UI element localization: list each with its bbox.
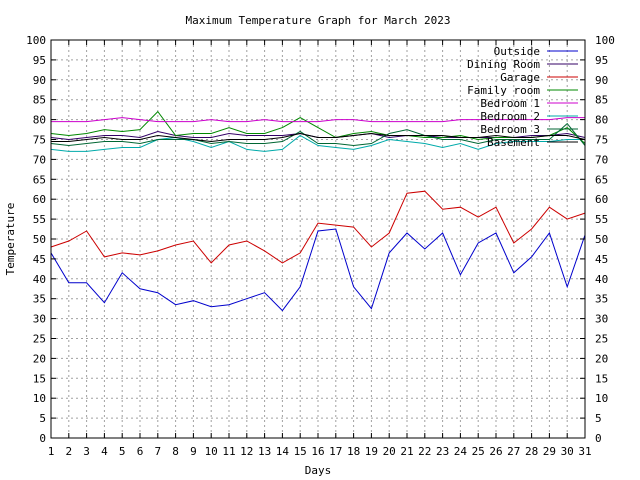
y-tick-label-left: 75	[33, 134, 46, 147]
y-tick-label-left: 65	[33, 173, 46, 186]
series-line-bedroom-2	[50, 134, 585, 152]
x-tick-label: 14	[276, 445, 290, 458]
y-tick-label-right: 45	[595, 253, 608, 266]
series-line-bedroom-1	[51, 117, 585, 123]
y-tick-label-left: 60	[33, 193, 46, 206]
y-tick-label-left: 25	[33, 333, 46, 346]
x-tick-label: 27	[507, 445, 520, 458]
x-tick-label: 22	[418, 445, 431, 458]
x-tick-label: 23	[436, 445, 449, 458]
y-tick-label-left: 45	[33, 253, 46, 266]
legend-label: Garage	[500, 71, 540, 84]
y-tick-label-right: 30	[595, 313, 608, 326]
y-axis-label: Temperature	[4, 203, 17, 276]
x-tick-label: 30	[561, 445, 574, 458]
series-line-outside	[50, 228, 586, 312]
y-tick-label-left: 0	[39, 432, 46, 445]
data-series	[50, 110, 586, 312]
y-tick-label-right: 20	[595, 352, 608, 365]
axis-ticks: 1 2 3 4 5 6 7 8 9 10 11 12 13 14 15 16 17 18 19 20 21 22 23 24 2…	[26, 34, 615, 458]
y-tick-label-right: 80	[595, 114, 608, 127]
x-tick-label: 6	[137, 445, 144, 458]
legend-label: Basement	[487, 136, 540, 149]
x-tick-label: 11	[222, 445, 235, 458]
x-tick-label: 19	[365, 445, 378, 458]
y-tick-label-right: 65	[595, 173, 608, 186]
legend-label: Bedroom 1	[480, 97, 540, 110]
x-tick-label: 8	[172, 445, 179, 458]
legend-label: Bedroom 2	[480, 110, 540, 123]
y-tick-label-left: 5	[39, 412, 46, 425]
y-tick-label-right: 0	[595, 432, 602, 445]
x-tick-label: 28	[525, 445, 538, 458]
y-tick-label-right: 95	[595, 54, 608, 67]
y-tick-label-left: 85	[33, 94, 46, 107]
x-tick-label: 25	[472, 445, 485, 458]
x-tick-label: 24	[454, 445, 468, 458]
x-tick-label: 4	[101, 445, 108, 458]
x-tick-label: 29	[543, 445, 556, 458]
y-tick-label-left: 35	[33, 293, 46, 306]
y-tick-label-right: 55	[595, 213, 608, 226]
x-tick-label: 5	[119, 445, 126, 458]
y-tick-label-left: 10	[33, 392, 46, 405]
y-tick-label-left: 30	[33, 313, 46, 326]
y-tick-label-left: 40	[33, 273, 46, 286]
x-tick-label: 15	[294, 445, 307, 458]
x-tick-label: 20	[383, 445, 396, 458]
y-tick-label-right: 5	[595, 412, 602, 425]
grid-lines	[51, 40, 585, 438]
chart-title: Maximum Temperature Graph for March 2023	[186, 14, 451, 27]
legend-label: Dining Room	[467, 58, 540, 71]
y-tick-label-right: 75	[595, 134, 608, 147]
y-tick-label-right: 60	[595, 193, 608, 206]
legend-label: Bedroom 3	[480, 123, 540, 136]
x-tick-label: 31	[578, 445, 591, 458]
x-tick-label: 3	[83, 445, 90, 458]
y-tick-label-right: 40	[595, 273, 608, 286]
y-tick-label-left: 50	[33, 233, 46, 246]
series-line-family-room	[50, 110, 586, 144]
x-tick-label: 7	[154, 445, 161, 458]
y-tick-label-right: 90	[595, 74, 608, 87]
y-tick-label-right: 85	[595, 94, 608, 107]
legend-label: Family room	[467, 84, 540, 97]
series-line-basement	[51, 132, 586, 143]
y-tick-label-left: 55	[33, 213, 46, 226]
y-tick-label-right: 10	[595, 392, 608, 405]
x-tick-label: 1	[48, 445, 55, 458]
y-tick-label-left: 80	[33, 114, 46, 127]
legend-label: Outside	[494, 45, 540, 58]
y-tick-label-right: 35	[595, 293, 608, 306]
y-tick-label-right: 15	[595, 372, 608, 385]
y-tick-label-left: 70	[33, 153, 46, 166]
y-tick-label-left: 20	[33, 352, 46, 365]
y-tick-label-right: 50	[595, 233, 608, 246]
y-tick-label-left: 15	[33, 372, 46, 385]
y-tick-label-right: 70	[595, 153, 608, 166]
series-line-bedroom-3	[50, 122, 586, 147]
x-tick-label: 18	[347, 445, 360, 458]
x-axis-label: Days	[305, 464, 332, 477]
x-tick-label: 2	[65, 445, 72, 458]
y-tick-label-left: 90	[33, 74, 46, 87]
x-tick-label: 16	[311, 445, 324, 458]
y-tick-label-left: 100	[26, 34, 46, 47]
y-tick-label-right: 100	[595, 34, 615, 47]
x-tick-label: 17	[329, 445, 342, 458]
x-tick-label: 9	[190, 445, 197, 458]
y-tick-label-right: 25	[595, 333, 608, 346]
series-line-garage	[50, 190, 586, 264]
x-tick-label: 10	[205, 445, 218, 458]
x-tick-label: 21	[400, 445, 413, 458]
x-tick-label: 13	[258, 445, 271, 458]
x-tick-label: 12	[240, 445, 253, 458]
y-tick-label-left: 95	[33, 54, 46, 67]
x-tick-label: 26	[489, 445, 502, 458]
